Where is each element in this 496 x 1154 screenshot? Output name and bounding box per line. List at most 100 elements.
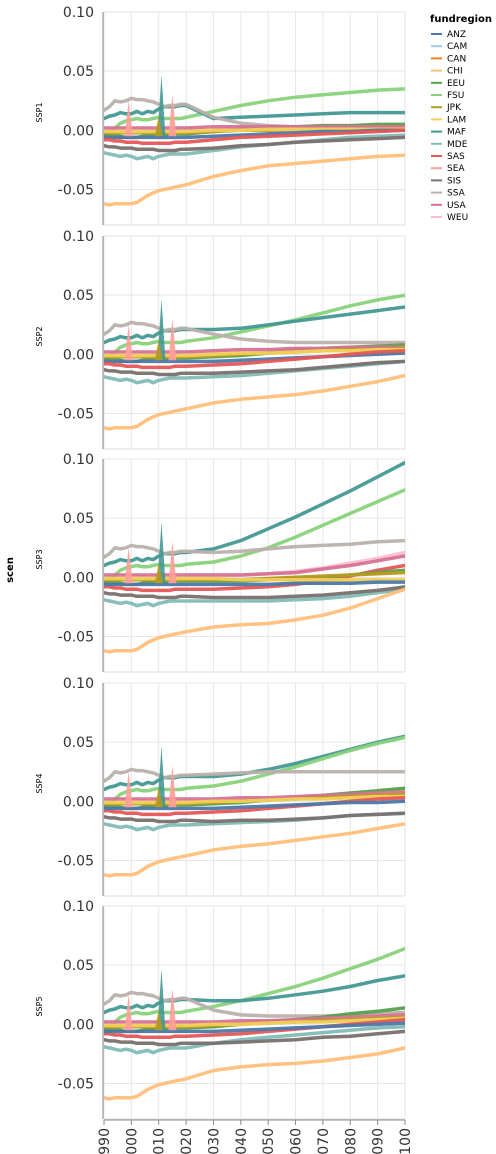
legend-label-eeu: EEU — [447, 79, 465, 89]
series-line-chi — [104, 1046, 405, 1101]
series-line-chi — [104, 373, 405, 431]
panel-label: SSP5 — [35, 996, 44, 1016]
legend-label-can: CAN — [447, 54, 466, 64]
legend-label-weu: WEU — [447, 213, 468, 223]
series-line-fsu — [104, 87, 405, 139]
y-tick-label: -0.05 — [58, 1077, 94, 1093]
x-tick-label: 2090 — [371, 1128, 387, 1154]
legend-label-sea: SEA — [447, 164, 465, 174]
y-tick-label: 0.10 — [63, 229, 94, 245]
series-line-chi — [104, 587, 405, 654]
y-tick-label: 0.05 — [63, 511, 94, 527]
panel-ssp3: 0.10 0.05 0.00 -0.05 SSP3 — [35, 452, 406, 673]
y-tick-label: 0.05 — [63, 735, 94, 751]
y-tick-label: 0.00 — [63, 794, 94, 810]
panel-label: SSP1 — [35, 102, 44, 122]
y-tick-label: 0.00 — [63, 570, 94, 586]
spike-jpk — [154, 340, 163, 361]
series-line-anz — [104, 128, 405, 140]
spike-sea — [168, 541, 177, 584]
y-tick-label: 0.00 — [63, 123, 94, 139]
legend-label-fsu: FSU — [447, 91, 464, 101]
series-line-mde — [104, 1024, 405, 1055]
series-line-fsu — [104, 293, 405, 363]
series-line-mde — [104, 587, 405, 608]
x-tick-label: 2100 — [398, 1128, 414, 1154]
x-tick-label: 2000 — [124, 1128, 140, 1154]
series-line-sis — [104, 359, 405, 377]
legend-label-lam: LAM — [447, 115, 466, 125]
series-line-chi — [104, 153, 405, 207]
y-tick-label: 0.10 — [63, 676, 94, 692]
legend-label-ssa: SSA — [447, 189, 466, 199]
y-tick-label: 0.05 — [63, 958, 94, 974]
panel-ssp1: 0.10 0.05 0.00 -0.05 SSP1 — [35, 5, 406, 226]
series-line-sas — [104, 128, 405, 146]
series-line-usa — [104, 790, 405, 801]
series-line-ssa — [104, 990, 405, 1018]
y-tick-label: 0.00 — [63, 347, 94, 363]
spike-jpk — [154, 1010, 163, 1031]
legend-title: fundregion — [430, 14, 492, 25]
series-line-lam — [104, 794, 405, 805]
x-tick-label: 2060 — [289, 1128, 305, 1154]
spike-jpk — [154, 563, 163, 584]
y-tick-label: -0.05 — [58, 183, 94, 199]
legend-label-chi: CHI — [447, 67, 463, 77]
series-line-lam — [104, 576, 405, 582]
series-lines — [104, 734, 405, 878]
panel-ssp5: 0.10 0.05 0.00 -0.05 SSP5 — [35, 899, 406, 1120]
x-tick-label: 1990 — [97, 1128, 113, 1154]
y-tick-label: -0.05 — [58, 630, 94, 646]
series-line-usa — [104, 125, 405, 130]
series-line-fsu — [104, 946, 405, 1033]
legend-label-usa: USA — [447, 201, 466, 211]
facet-title: scen — [5, 557, 16, 583]
spike-jpk — [154, 787, 163, 808]
x-tick-label: 2030 — [206, 1128, 222, 1154]
series-line-usa — [104, 554, 405, 577]
legend-label-anz: ANZ — [447, 30, 466, 40]
legend-label-maf: MAF — [447, 128, 466, 138]
panel-label: SSP3 — [35, 549, 44, 569]
series-lines — [104, 293, 405, 431]
series-line-ssa — [104, 538, 405, 559]
series-line-lam — [104, 347, 405, 358]
series-line-sis — [104, 1029, 405, 1047]
y-tick-label: 0.10 — [63, 5, 94, 21]
spike-sea — [124, 771, 133, 808]
series-line-fsu — [104, 735, 405, 810]
series-line-usa — [104, 345, 405, 354]
series-line-chi — [104, 822, 405, 878]
x-tick-label: 2080 — [343, 1128, 359, 1154]
series-lines — [104, 74, 405, 207]
legend-label-sis: SIS — [447, 176, 461, 186]
series-lines — [104, 460, 405, 654]
series-line-sis — [104, 585, 405, 600]
y-tick-label: -0.05 — [58, 407, 94, 423]
spike-sea — [168, 765, 177, 808]
legend: fundregion ANZ CAM CAN CHI EEU FSU JPK LAM MAF MD… — [430, 14, 492, 223]
series-line-sis — [104, 135, 405, 153]
series-line-ssa — [104, 767, 405, 783]
series-line-anz — [104, 580, 405, 587]
series-line-sas — [104, 349, 405, 370]
panel-ssp2: 0.10 0.05 0.00 -0.05 SSP2 — [35, 229, 406, 450]
legend-label-mde: MDE — [447, 140, 468, 150]
series-line-anz — [104, 1021, 405, 1034]
x-tick-label: 2020 — [179, 1128, 195, 1154]
x-axis: 1990 2000 2010 2020 2030 2040 2050 2060 2070 2080… — [97, 1119, 414, 1154]
spike-sea — [168, 988, 177, 1031]
series-lines — [104, 946, 405, 1101]
series-line-lam — [104, 1016, 405, 1028]
y-tick-label: 0.05 — [63, 288, 94, 304]
panel-label: SSP2 — [35, 326, 44, 346]
spike-sea — [124, 547, 133, 584]
y-tick-label: 0.00 — [63, 1017, 94, 1033]
panel-label: SSP4 — [35, 773, 44, 793]
spike-jpk — [154, 116, 163, 137]
x-tick-label: 2070 — [316, 1128, 332, 1154]
y-tick-label: -0.05 — [58, 854, 94, 870]
series-line-sis — [104, 811, 405, 824]
